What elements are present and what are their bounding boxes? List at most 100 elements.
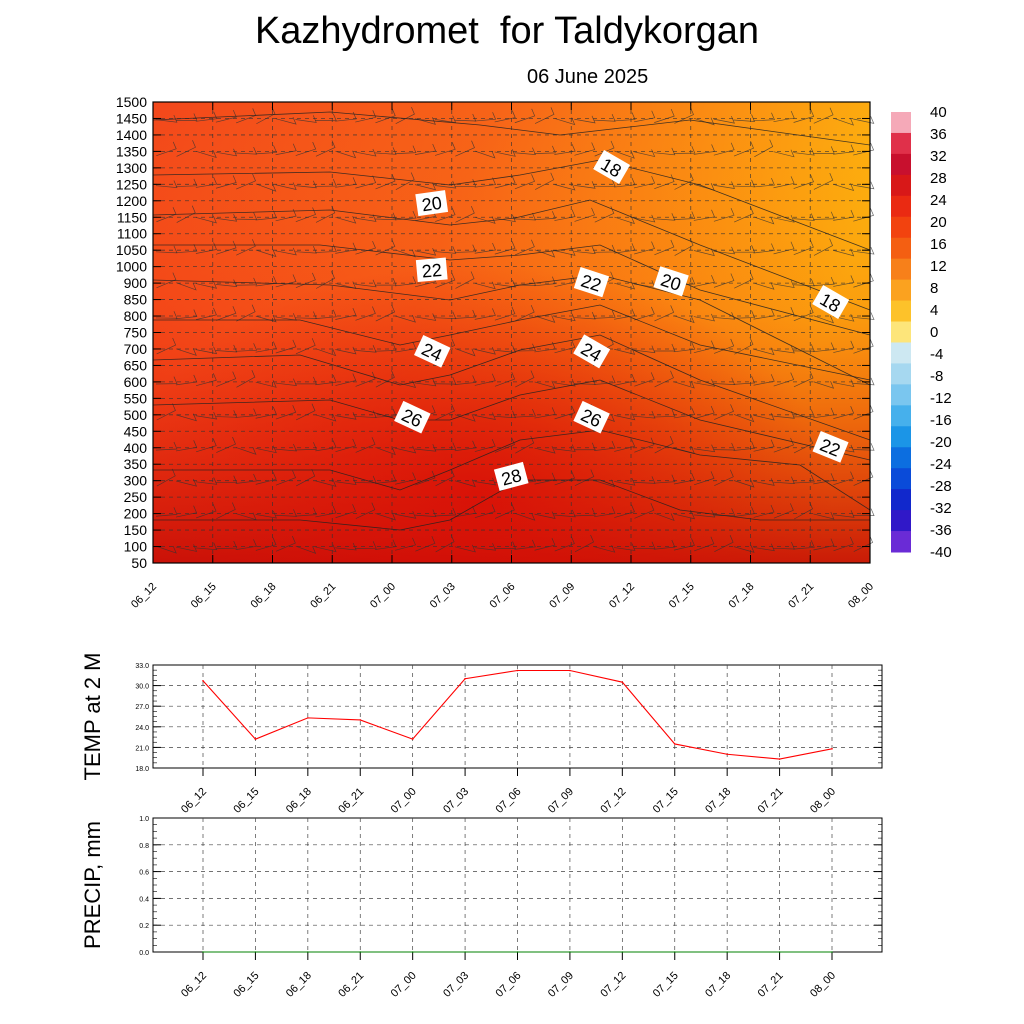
wind-barb [255, 249, 277, 258]
temperature-point [254, 738, 257, 740]
wind-barb [474, 112, 497, 122]
y-tick-label: 50 [131, 555, 147, 571]
wind-barb [734, 271, 754, 289]
wind-barb [753, 282, 775, 290]
wind-barb [235, 212, 258, 220]
wind-barb [733, 545, 755, 553]
wind-barb [673, 407, 696, 419]
wind-barb [315, 479, 337, 487]
wind-barb [215, 148, 238, 157]
wind-barb [514, 539, 536, 550]
colorbar-swatch [891, 195, 911, 218]
y-tick-label: 1150 [117, 209, 147, 225]
wind-barb [175, 440, 198, 452]
wind-barb [853, 312, 875, 320]
wind-barb [733, 441, 755, 451]
svg-text:20: 20 [421, 193, 444, 216]
precipitation-panel: 1.0 0.8 0.6 0.4 0.2 0.0 06_12 06_15 06_18 06_21 07… [80, 816, 883, 1000]
wind-barb [754, 139, 774, 158]
wind-barb [394, 276, 417, 287]
colorbar-legend: 4036322824201612840-4-8-12-16-20-24-28-3… [891, 104, 952, 561]
wind-barb [753, 439, 775, 452]
wind-barb [474, 308, 496, 320]
wind-barb [175, 505, 198, 518]
wind-barb [793, 344, 815, 352]
colorbar-swatch [891, 153, 911, 176]
wind-barb [474, 438, 496, 452]
wind-barb [793, 540, 815, 550]
wind-barb [474, 216, 496, 224]
wind-barb [414, 182, 437, 191]
x-tick-label: 07_18 [703, 786, 733, 816]
wind-barb [235, 473, 258, 484]
wind-barb [673, 538, 695, 551]
wind-barb [793, 213, 815, 221]
wind-barb [295, 115, 317, 123]
wind-barb [195, 111, 218, 122]
wind-barb [155, 115, 178, 123]
wind-barb [275, 405, 297, 420]
wind-barb [614, 243, 636, 254]
colorbar-swatch [891, 174, 911, 197]
wind-barb [156, 545, 177, 554]
x-tick-label: 07_06 [494, 970, 524, 1000]
wind-barb [295, 272, 316, 289]
wind-barb [215, 540, 238, 550]
colorbar-label: -20 [930, 434, 952, 451]
wind-barb [255, 380, 277, 388]
wind-barb [793, 109, 815, 123]
colorbar-swatch [891, 321, 911, 343]
wind-barb [813, 342, 835, 353]
wind-barb [435, 403, 455, 421]
wind-barb [455, 205, 475, 223]
wind-barb [394, 145, 417, 155]
wind-barb [176, 282, 197, 291]
wind-barb [773, 411, 795, 419]
wind-barb [594, 179, 616, 187]
wind-barb [853, 377, 875, 386]
wind-barb [773, 503, 794, 519]
wind-barb [634, 110, 656, 123]
x-tick-label: 08_00 [808, 786, 838, 816]
wind-barb [155, 441, 178, 451]
x-tick-label: 08_00 [846, 581, 876, 611]
wind-barb [414, 444, 437, 452]
wind-barb [534, 145, 556, 154]
x-tick-label: 06_21 [336, 970, 366, 1000]
colorbar-swatch [891, 300, 911, 323]
wind-barb [195, 542, 218, 551]
colorbar-label: 36 [930, 126, 947, 143]
wind-barb [215, 279, 238, 287]
wind-barb [275, 378, 297, 387]
wind-barb [694, 536, 715, 552]
wind-barb [434, 246, 457, 254]
colorbar-swatch [891, 489, 911, 511]
wind-barb [554, 313, 576, 322]
wind-barb [574, 142, 596, 156]
wind-barb [693, 313, 715, 322]
wind-barb [773, 476, 795, 485]
wind-barb [155, 311, 178, 319]
x-tick-label: 06_18 [249, 581, 279, 611]
x-tick-label: 07_09 [547, 581, 577, 611]
wind-barb [176, 205, 196, 223]
temperature-point [516, 669, 519, 672]
wind-barb [853, 508, 875, 516]
wind-barb [275, 208, 297, 222]
wind-barb [195, 346, 218, 355]
colorbar-label: 12 [930, 258, 947, 275]
wind-barb [236, 369, 256, 388]
y-tick-label: 100 [124, 539, 148, 555]
wind-barb [534, 407, 556, 419]
wind-barb [255, 445, 277, 454]
colorbar-label: -4 [930, 346, 943, 363]
wind-barb [355, 345, 377, 353]
wind-barb [673, 511, 696, 520]
wind-barb [435, 207, 456, 222]
wind-barb [833, 510, 855, 518]
y-tick-label: 0.2 [139, 923, 149, 930]
wind-barb [494, 371, 516, 387]
wind-barb [653, 213, 676, 221]
x-tick-label: 08_00 [808, 970, 838, 1000]
